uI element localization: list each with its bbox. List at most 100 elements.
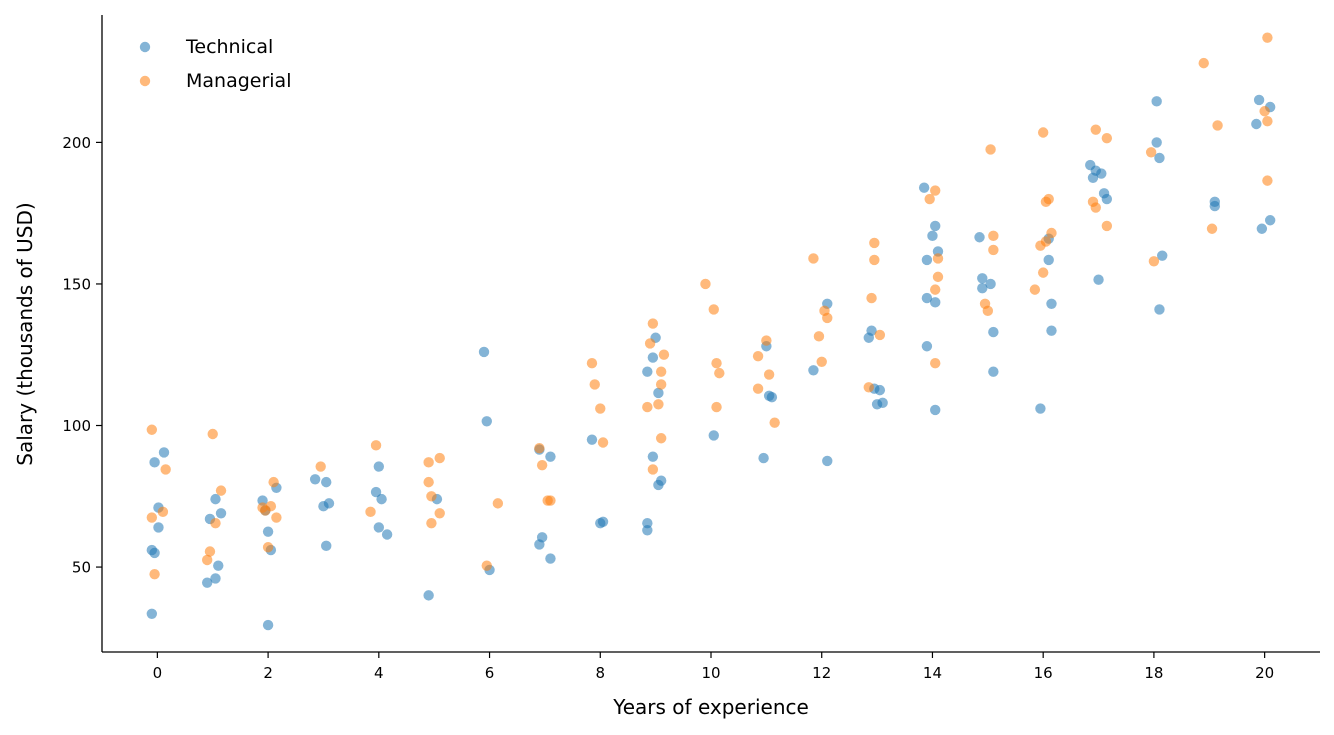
data-point-technical bbox=[262, 619, 274, 631]
data-point-managerial bbox=[210, 517, 221, 529]
data-point-technical bbox=[988, 326, 999, 338]
data-point-managerial bbox=[534, 442, 545, 454]
data-point-technical bbox=[586, 434, 598, 445]
x-tick-label: 2 bbox=[263, 664, 273, 682]
x-tick-label: 14 bbox=[923, 664, 942, 682]
data-point-managerial bbox=[157, 506, 169, 518]
data-point-managerial bbox=[647, 464, 659, 475]
data-point-managerial bbox=[1101, 132, 1113, 144]
data-point-technical bbox=[146, 608, 158, 619]
data-point-technical bbox=[866, 325, 877, 336]
data-point-managerial bbox=[1262, 175, 1273, 186]
data-point-technical bbox=[149, 457, 160, 468]
data-point-technical bbox=[1096, 168, 1107, 179]
data-point-managerial bbox=[1037, 267, 1049, 278]
data-point-managerial bbox=[492, 498, 504, 509]
data-point-managerial bbox=[930, 358, 941, 369]
x-tick-label: 8 bbox=[595, 664, 605, 682]
data-point-managerial bbox=[653, 399, 664, 410]
data-point-technical bbox=[597, 516, 609, 527]
data-point-managerial bbox=[1043, 193, 1054, 205]
data-point-managerial bbox=[1090, 202, 1101, 213]
data-point-managerial bbox=[265, 500, 277, 512]
data-point-managerial bbox=[1262, 115, 1273, 127]
data-point-technical bbox=[370, 486, 382, 498]
data-point-technical bbox=[985, 278, 996, 290]
data-point-technical bbox=[321, 476, 332, 488]
y-axis-label: Salary (thousands of USD) bbox=[13, 202, 37, 465]
data-point-technical bbox=[373, 461, 385, 472]
data-point-managerial bbox=[1198, 57, 1209, 69]
data-point-technical bbox=[758, 452, 769, 464]
data-point-managerial bbox=[1040, 236, 1052, 247]
data-point-technical bbox=[1046, 325, 1057, 336]
data-point-managerial bbox=[1029, 284, 1041, 295]
data-point-managerial bbox=[536, 459, 548, 471]
y-tick-label: 100 bbox=[62, 417, 91, 435]
data-point-technical bbox=[201, 577, 213, 588]
x-axis-label: Years of experience bbox=[612, 695, 809, 719]
data-point-managerial bbox=[365, 506, 376, 518]
data-point-managerial bbox=[647, 318, 659, 329]
data-point-technical bbox=[642, 366, 653, 377]
data-point-managerial bbox=[658, 349, 670, 360]
data-point-technical bbox=[210, 573, 221, 584]
x-tick-label: 0 bbox=[153, 664, 163, 682]
data-point-technical bbox=[373, 522, 385, 533]
data-point-managerial bbox=[434, 508, 445, 519]
data-point-managerial bbox=[708, 304, 719, 315]
data-point-managerial bbox=[769, 417, 780, 428]
data-point-technical bbox=[647, 451, 659, 462]
data-point-managerial bbox=[808, 253, 819, 264]
data-point-managerial bbox=[932, 271, 944, 283]
data-point-managerial bbox=[160, 464, 171, 475]
data-point-managerial bbox=[869, 237, 880, 249]
data-point-technical bbox=[1035, 403, 1046, 414]
data-point-managerial bbox=[204, 546, 216, 557]
data-point-managerial bbox=[930, 185, 941, 196]
data-point-technical bbox=[977, 273, 988, 284]
data-point-managerial bbox=[434, 452, 445, 464]
y-tick-label: 200 bbox=[62, 134, 91, 152]
data-point-managerial bbox=[985, 144, 996, 155]
data-point-managerial bbox=[655, 366, 667, 377]
data-point-managerial bbox=[988, 244, 999, 256]
legend-marker-technical bbox=[139, 41, 151, 53]
data-point-managerial bbox=[1206, 223, 1218, 234]
data-point-technical bbox=[974, 232, 985, 243]
data-point-managerial bbox=[988, 230, 999, 242]
y-tick-label: 50 bbox=[72, 559, 91, 577]
data-point-technical bbox=[481, 416, 492, 427]
data-point-managerial bbox=[589, 379, 600, 390]
x-tick-label: 12 bbox=[812, 664, 831, 682]
x-tick-label: 18 bbox=[1144, 664, 1163, 682]
data-point-managerial bbox=[370, 440, 382, 451]
data-point-managerial bbox=[863, 382, 874, 393]
data-point-managerial bbox=[1212, 120, 1223, 131]
data-point-managerial bbox=[924, 193, 935, 205]
data-point-technical bbox=[1046, 298, 1057, 309]
data-point-technical bbox=[708, 430, 719, 441]
data-point-technical bbox=[988, 366, 999, 377]
data-point-managerial bbox=[822, 312, 833, 324]
data-point-technical bbox=[1101, 193, 1113, 205]
data-point-managerial bbox=[816, 356, 827, 368]
data-point-managerial bbox=[700, 278, 711, 290]
data-point-technical bbox=[642, 525, 653, 536]
data-point-managerial bbox=[426, 517, 437, 529]
data-point-managerial bbox=[426, 491, 437, 502]
data-point-managerial bbox=[874, 329, 886, 341]
data-point-technical bbox=[653, 387, 664, 399]
x-tick-label: 4 bbox=[374, 664, 384, 682]
data-point-managerial bbox=[930, 284, 941, 295]
data-point-managerial bbox=[545, 495, 556, 506]
data-point-technical bbox=[1157, 250, 1168, 261]
data-point-managerial bbox=[149, 568, 160, 580]
x-tick-label: 6 bbox=[485, 664, 495, 682]
data-point-managerial bbox=[711, 358, 722, 369]
series-technical bbox=[146, 94, 1276, 631]
data-point-managerial bbox=[146, 424, 158, 435]
data-point-managerial bbox=[597, 437, 609, 448]
data-point-managerial bbox=[423, 457, 434, 468]
